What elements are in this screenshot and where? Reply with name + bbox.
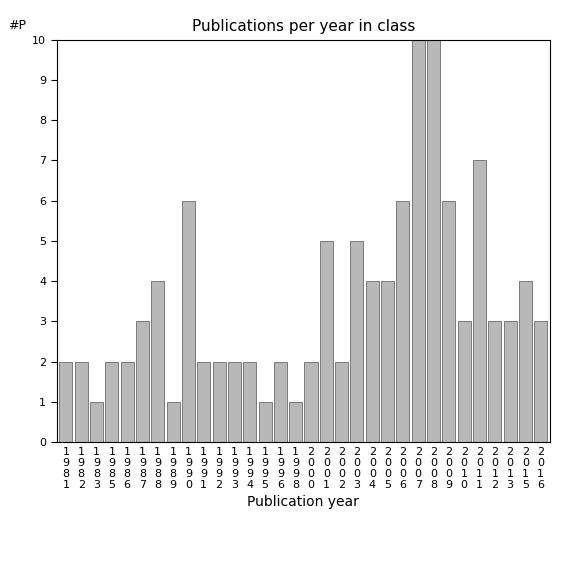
Bar bbox=[105, 362, 119, 442]
Bar bbox=[503, 321, 517, 442]
Y-axis label: #P: #P bbox=[9, 19, 26, 32]
Bar bbox=[167, 402, 180, 442]
Bar bbox=[381, 281, 394, 442]
Bar bbox=[396, 201, 409, 442]
Bar bbox=[182, 201, 195, 442]
Bar bbox=[259, 402, 272, 442]
Bar bbox=[488, 321, 501, 442]
X-axis label: Publication year: Publication year bbox=[247, 495, 359, 509]
Bar bbox=[289, 402, 302, 442]
Bar bbox=[75, 362, 88, 442]
Bar bbox=[121, 362, 134, 442]
Bar bbox=[320, 241, 333, 442]
Bar bbox=[473, 160, 486, 442]
Bar bbox=[90, 402, 103, 442]
Bar bbox=[197, 362, 210, 442]
Bar bbox=[304, 362, 318, 442]
Bar bbox=[136, 321, 149, 442]
Title: Publications per year in class: Publications per year in class bbox=[192, 19, 415, 35]
Bar bbox=[243, 362, 256, 442]
Bar bbox=[350, 241, 363, 442]
Bar bbox=[228, 362, 241, 442]
Bar bbox=[151, 281, 164, 442]
Bar bbox=[412, 40, 425, 442]
Bar bbox=[213, 362, 226, 442]
Bar bbox=[519, 281, 532, 442]
Bar bbox=[366, 281, 379, 442]
Bar bbox=[335, 362, 348, 442]
Bar bbox=[442, 201, 455, 442]
Bar bbox=[60, 362, 73, 442]
Bar bbox=[274, 362, 287, 442]
Bar bbox=[534, 321, 547, 442]
Bar bbox=[458, 321, 471, 442]
Bar bbox=[427, 40, 440, 442]
